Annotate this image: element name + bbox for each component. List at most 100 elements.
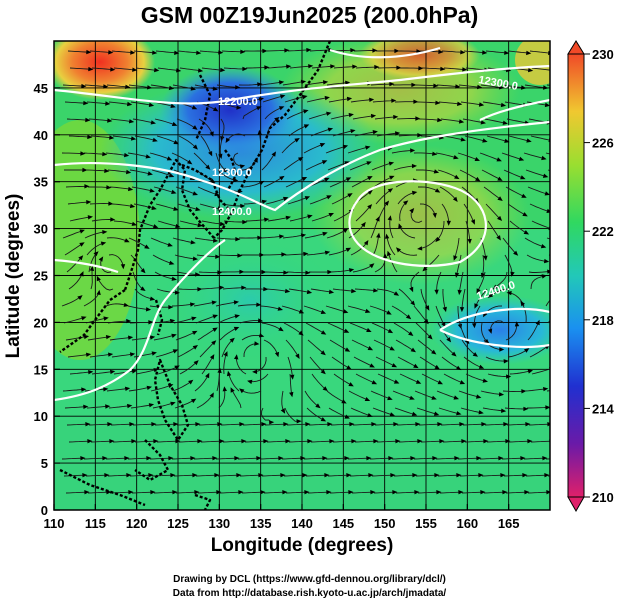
wind-arrowhead: [393, 422, 399, 427]
streamline: [156, 288, 178, 294]
streamline: [420, 288, 429, 309]
streamline: [175, 491, 197, 494]
wind-arrowhead: [374, 64, 380, 70]
wind-arrowhead: [410, 456, 416, 461]
wind-arrowhead: [278, 456, 284, 461]
wind-arrowhead: [87, 215, 93, 220]
streamline: [231, 389, 242, 409]
wind-arrowhead: [396, 247, 401, 253]
streamline: [333, 210, 352, 222]
wind-arrowhead: [425, 305, 430, 311]
streamline: [113, 220, 135, 225]
wind-arrowhead: [320, 417, 327, 422]
streamline: [353, 356, 373, 367]
wind-arrowhead: [88, 66, 94, 72]
streamline: [547, 475, 550, 477]
wind-arrowhead: [239, 164, 246, 169]
wind-arrowhead: [274, 117, 280, 122]
streamline: [281, 457, 303, 460]
streamline: [504, 101, 526, 106]
wind-arrowhead: [417, 133, 423, 138]
wind-arrowhead: [328, 289, 335, 294]
wind-arrowhead: [105, 404, 111, 409]
wind-arrowhead: [535, 319, 540, 326]
streamline: [64, 101, 86, 104]
streamline: [100, 258, 112, 273]
wind-arrowhead: [505, 439, 511, 444]
streamline: [506, 118, 528, 124]
streamline: [197, 328, 216, 341]
wind-arrowhead: [418, 66, 424, 71]
streamline: [392, 390, 413, 399]
wind-arrowhead: [84, 490, 90, 495]
wind-arrowhead: [109, 135, 115, 140]
wind-arrowhead: [298, 157, 304, 162]
wind-arrowhead: [283, 196, 289, 202]
streamline: [201, 220, 223, 225]
wind-arrowhead: [369, 263, 375, 269]
streamline: [371, 474, 393, 477]
streamline: [173, 474, 195, 477]
wind-arrowhead: [278, 80, 285, 85]
streamline: [521, 303, 527, 324]
wind-arrowhead: [521, 389, 527, 394]
wind-arrowhead: [423, 318, 429, 325]
streamline: [480, 84, 502, 89]
streamline: [105, 303, 127, 307]
streamline: [347, 457, 369, 460]
streamline: [254, 356, 267, 373]
streamline: [531, 67, 550, 71]
streamline: [239, 320, 261, 324]
wind-arrowhead: [258, 333, 265, 338]
streamline: [396, 423, 418, 426]
streamline: [63, 317, 84, 324]
streamline: [508, 440, 530, 443]
streamline: [352, 264, 373, 273]
wind-arrowhead: [440, 66, 446, 71]
wind-arrowhead: [438, 49, 444, 54]
streamline: [157, 366, 178, 375]
streamline: [354, 440, 376, 443]
wind-arrowhead: [385, 233, 390, 239]
wind-arrowhead: [103, 84, 109, 89]
streamline: [416, 101, 438, 104]
y-tick-label: 20: [34, 315, 48, 330]
streamline: [481, 322, 488, 343]
wind-arrowhead: [326, 195, 332, 200]
streamline: [83, 152, 105, 155]
streamline: [463, 203, 475, 223]
streamline: [439, 339, 455, 355]
wind-arrowhead: [367, 413, 373, 418]
streamline: [90, 440, 112, 443]
wind-arrowhead: [278, 106, 285, 111]
streamline: [129, 169, 151, 175]
streamline: [154, 118, 175, 126]
wind-arrowhead: [330, 64, 336, 69]
streamline: [128, 84, 150, 89]
streamline: [531, 368, 550, 375]
wind-arrowhead: [324, 250, 331, 255]
wind-arrowhead: [376, 232, 381, 238]
wind-arrowhead: [192, 330, 198, 335]
wind-arrowhead: [477, 84, 483, 90]
wind-arrowhead: [196, 50, 202, 55]
colorbar-top-arrow: [567, 40, 585, 55]
streamline: [113, 67, 135, 71]
wind-arrowhead: [285, 439, 291, 444]
streamline: [440, 423, 462, 426]
wind-arrowhead: [222, 167, 228, 173]
streamline: [241, 181, 262, 188]
contour-label: 12400.0: [212, 206, 252, 218]
wind-arrowhead: [254, 341, 260, 346]
streamline: [331, 194, 351, 205]
streamline: [333, 373, 352, 386]
streamline: [303, 305, 324, 314]
wind-arrowhead: [128, 490, 134, 495]
wind-arrowhead: [140, 268, 146, 274]
x-tick-label: 120: [126, 516, 148, 531]
streamline: [226, 133, 246, 141]
streamline: [179, 220, 200, 226]
streamline: [332, 130, 353, 137]
streamline: [461, 491, 483, 494]
streamline: [389, 218, 394, 239]
